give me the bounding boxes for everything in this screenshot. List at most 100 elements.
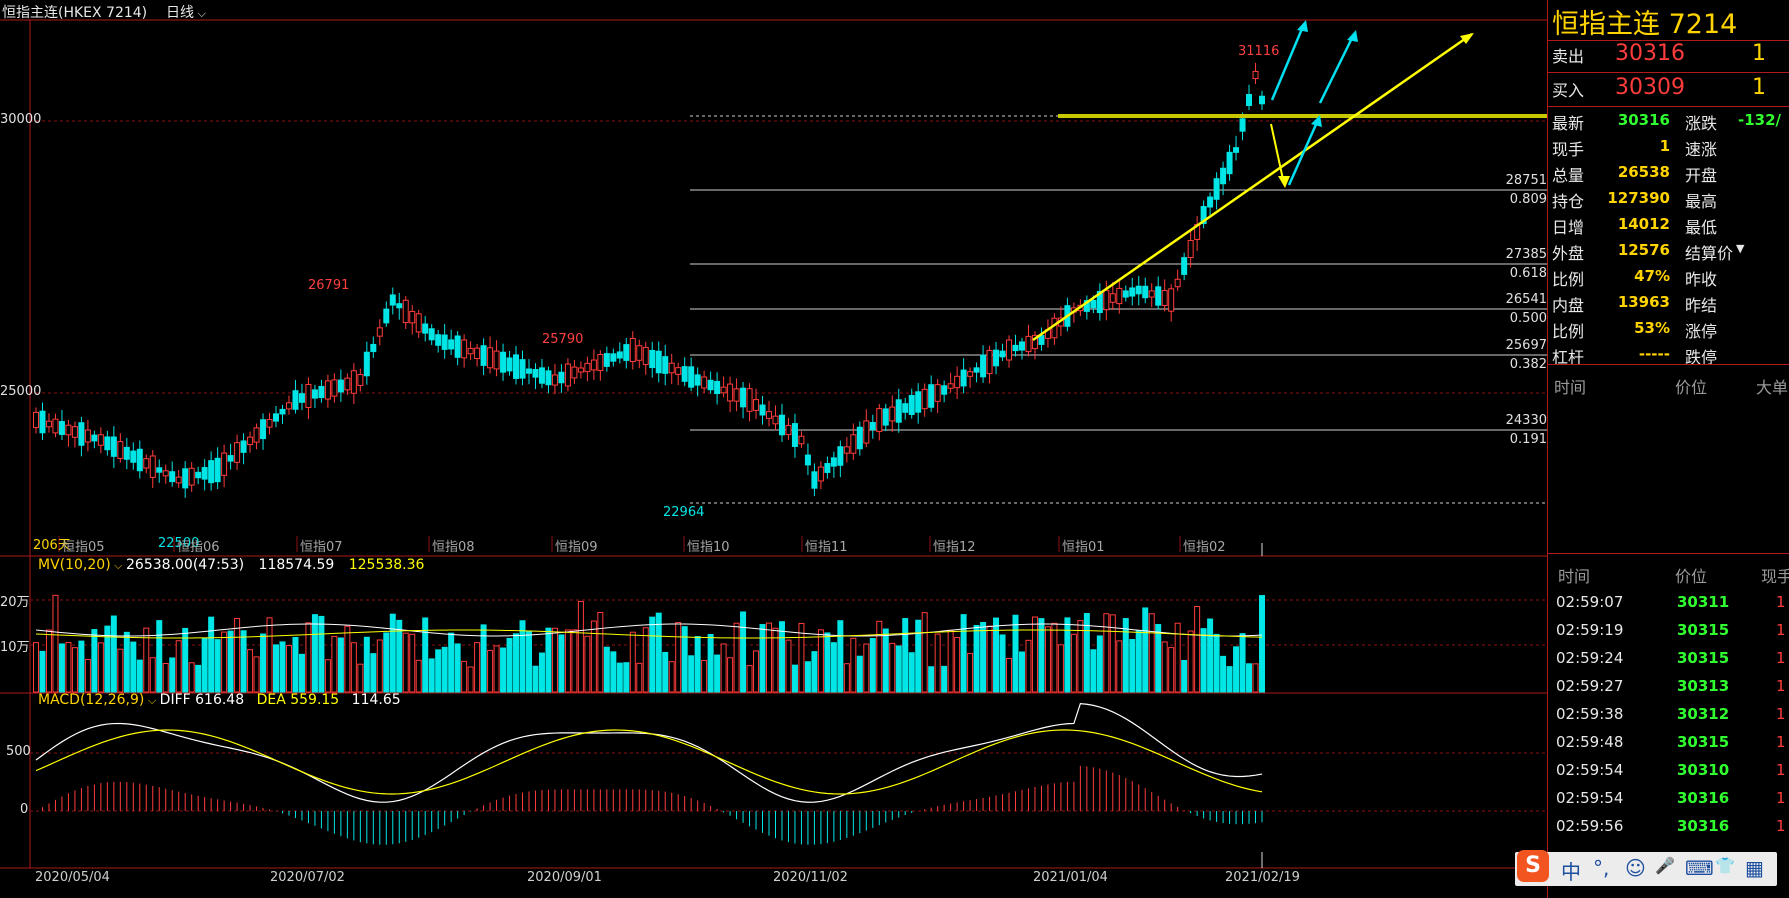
candle[interactable] <box>577 367 584 373</box>
candle[interactable] <box>1109 293 1116 303</box>
candle[interactable] <box>337 379 344 393</box>
tick-row[interactable]: 02:59:24 30315 1 <box>1548 645 1789 673</box>
candle[interactable] <box>1103 289 1110 311</box>
candle[interactable] <box>130 450 137 463</box>
cyan-arrow-3[interactable] <box>1287 119 1320 186</box>
candle[interactable] <box>428 328 435 341</box>
candle[interactable] <box>324 380 331 400</box>
ime-punct-icon[interactable]: °, <box>1593 856 1610 880</box>
candle[interactable] <box>260 419 267 440</box>
candle[interactable] <box>921 388 928 410</box>
candle[interactable] <box>441 334 448 350</box>
candle[interactable] <box>571 366 578 379</box>
candle[interactable] <box>331 379 338 397</box>
tick-row[interactable]: 02:59:54 30310 1 <box>1548 757 1789 785</box>
candle[interactable] <box>675 367 682 375</box>
candle[interactable] <box>117 441 124 459</box>
candle[interactable] <box>1083 300 1090 312</box>
candle[interactable] <box>214 457 221 483</box>
candle[interactable] <box>603 353 610 367</box>
candle[interactable] <box>389 294 396 306</box>
candle[interactable] <box>506 357 513 372</box>
candle[interactable] <box>45 420 52 428</box>
candle[interactable] <box>856 426 863 450</box>
candle[interactable] <box>1220 167 1227 185</box>
volume-indicator-header[interactable]: MV(10,20) ⌵ 26538.00(47:53) 118574.59 12… <box>38 557 424 573</box>
candle[interactable] <box>1096 290 1103 314</box>
tick-row[interactable]: 02:59:19 30315 1 <box>1548 617 1789 645</box>
candle[interactable] <box>941 385 948 395</box>
candle[interactable] <box>285 402 292 410</box>
candle[interactable] <box>727 383 734 402</box>
candle[interactable] <box>649 349 656 369</box>
candle[interactable] <box>435 334 442 346</box>
candle[interactable] <box>947 383 954 389</box>
candle[interactable] <box>52 418 59 434</box>
candle[interactable] <box>519 359 526 379</box>
candle[interactable] <box>525 368 532 374</box>
candle[interactable] <box>753 399 760 411</box>
candle[interactable] <box>292 390 299 410</box>
candle[interactable] <box>1200 206 1207 224</box>
candle[interactable] <box>376 327 383 337</box>
candle[interactable] <box>234 442 241 463</box>
cyan-arrow-1[interactable] <box>1270 23 1306 101</box>
candle[interactable] <box>344 377 351 391</box>
candle[interactable] <box>1025 335 1032 353</box>
instrument-title[interactable]: 恒指主连(HKEX 7214) <box>2 5 148 21</box>
down-arrow-line[interactable] <box>1270 123 1285 185</box>
candle[interactable] <box>1038 335 1045 345</box>
candle[interactable] <box>1148 290 1155 298</box>
ime-emoji-icon[interactable]: ☺ <box>1625 856 1646 880</box>
candle[interactable] <box>980 354 987 378</box>
candle[interactable] <box>513 354 520 379</box>
candle[interactable] <box>766 411 773 419</box>
candle[interactable] <box>500 351 507 373</box>
candle[interactable] <box>474 347 481 360</box>
candle[interactable] <box>1090 299 1097 309</box>
tick-row[interactable]: 02:59:38 30312 1 <box>1548 701 1789 729</box>
candle[interactable] <box>1168 288 1175 312</box>
candle[interactable] <box>370 343 377 353</box>
candle[interactable] <box>422 323 429 334</box>
candle[interactable] <box>999 350 1006 358</box>
sogou-logo-icon[interactable]: S <box>1517 850 1549 882</box>
candle[interactable] <box>1142 285 1149 299</box>
candle[interactable] <box>590 359 597 371</box>
candle[interactable] <box>84 429 91 443</box>
grid-icon[interactable]: ▦ <box>1745 856 1764 880</box>
candle[interactable] <box>58 421 65 435</box>
candle[interactable] <box>668 362 675 374</box>
candle[interactable] <box>402 299 409 324</box>
candle[interactable] <box>1006 339 1013 361</box>
candle[interactable] <box>791 423 798 447</box>
candle[interactable] <box>837 446 844 466</box>
candle[interactable] <box>1135 285 1142 295</box>
candle[interactable] <box>65 424 72 436</box>
candle[interactable] <box>1018 341 1025 351</box>
candle[interactable] <box>662 356 669 374</box>
candle[interactable] <box>1239 118 1246 132</box>
candle[interactable] <box>889 406 896 422</box>
candle[interactable] <box>156 467 163 473</box>
candle[interactable] <box>247 436 254 446</box>
candle[interactable] <box>480 345 487 366</box>
candle[interactable] <box>1012 344 1019 352</box>
candle[interactable] <box>720 386 727 394</box>
candle[interactable] <box>195 471 202 479</box>
candle[interactable] <box>701 376 708 389</box>
candle[interactable] <box>655 350 662 374</box>
candle[interactable] <box>136 448 143 472</box>
candle[interactable] <box>33 411 39 429</box>
candle[interactable] <box>629 337 636 363</box>
skin-icon[interactable]: 👕 <box>1715 856 1735 875</box>
candle[interactable] <box>1174 278 1181 288</box>
candle[interactable] <box>149 455 156 478</box>
candle[interactable] <box>882 408 889 426</box>
candle[interactable] <box>1051 317 1058 339</box>
candle[interactable] <box>817 466 824 482</box>
candle[interactable] <box>415 313 422 333</box>
candle[interactable] <box>454 335 461 358</box>
candle[interactable] <box>208 460 215 484</box>
period-selector[interactable]: 日线 ⌵ <box>166 2 206 22</box>
